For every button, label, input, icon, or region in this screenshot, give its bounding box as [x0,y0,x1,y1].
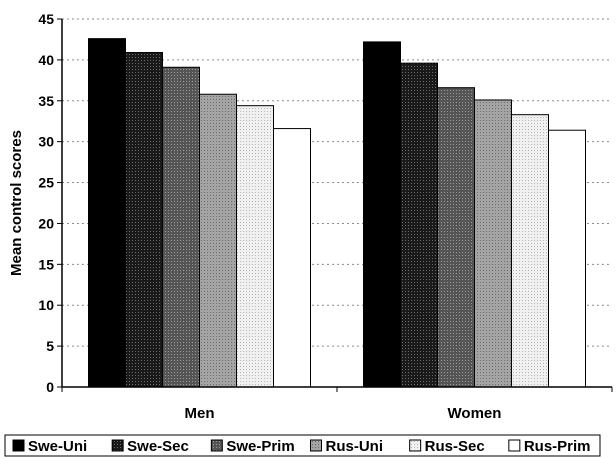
bar-rus-prim-men [273,128,311,388]
legend: Swe-Uni Swe-Sec Swe-Prim Rus-Uni Rus-Sec Rus-… [4,434,601,457]
category-labels: Men Women [185,405,502,422]
y-tick-label: 10 [38,297,54,313]
y-tick-label: 15 [38,256,54,272]
y-tick-label: 0 [46,379,54,395]
legend-label: Rus-Sec [425,438,485,455]
y-tick-label: 45 [38,11,54,27]
bar-rus-sec-men [236,105,274,388]
bar-swe-uni-men [88,38,126,388]
bar-swe-prim-women [437,87,475,388]
category-label: Women [448,405,502,422]
legend-swatch [12,439,25,452]
bar-swe-sec-women [400,62,438,388]
bar-rus-uni-men [199,93,237,388]
bar-swe-prim-men [162,66,200,388]
legend-box [4,434,601,457]
legend-label: Rus-Prim [524,438,591,455]
legend-swatch [310,439,322,452]
legend-label: Rus-Uni [326,438,384,455]
legend-swatch [409,439,422,452]
bars [88,38,586,388]
y-axis-label: Mean control scores [8,130,25,276]
y-tick-labels: 0 5 10 15 20 25 30 35 40 45 [38,11,54,395]
y-tick-label: 40 [38,52,54,68]
y-tick-label: 35 [38,93,54,109]
y-tick-label: 20 [38,215,54,231]
y-tick-label: 5 [46,338,54,354]
y-tick-label: 30 [38,134,54,150]
bar-swe-sec-men [125,52,163,388]
legend-swatch [210,439,223,452]
bar-rus-uni-women [474,99,512,388]
bar-swe-uni-women [363,41,401,388]
legend-swatch [111,439,124,452]
legend-label: Swe-Sec [127,438,189,455]
legend-label: Swe-Uni [28,438,87,455]
y-tick-label: 25 [38,175,54,191]
category-label: Men [185,405,215,422]
legend-swatch [508,439,521,452]
bar-rus-sec-women [511,114,549,388]
legend-label: Swe-Prim [226,438,294,455]
axes [57,18,613,392]
bar-rus-prim-women [548,129,586,388]
